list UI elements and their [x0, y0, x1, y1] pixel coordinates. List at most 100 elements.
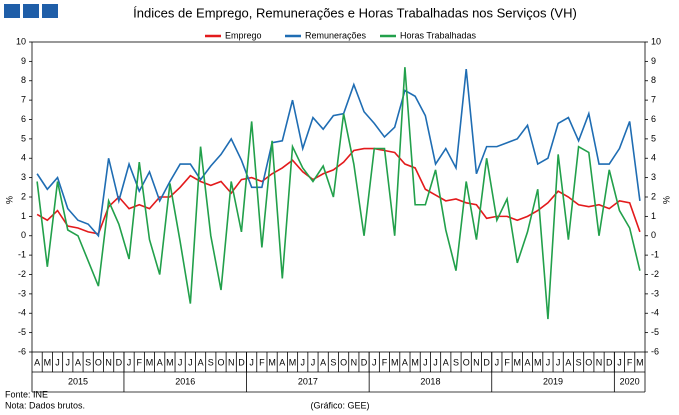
- y-tick-label: 7: [21, 95, 26, 105]
- x-tick-label: J: [127, 357, 132, 367]
- x-tick-label: A: [443, 357, 449, 367]
- x-tick-label: M: [391, 357, 399, 367]
- y-tick-label: -3: [18, 288, 26, 298]
- x-tick-label: M: [411, 357, 419, 367]
- x-tick-label: M: [514, 357, 522, 367]
- x-tick-label: J: [178, 357, 183, 367]
- x-tick-label: D: [483, 357, 490, 367]
- y-tick-label: -6: [18, 346, 26, 356]
- y2-tick-label: -3: [651, 288, 659, 298]
- y2-tick-label: 3: [651, 172, 656, 182]
- y-tick-label: -4: [18, 308, 26, 318]
- note: Fonte: INE: [5, 389, 48, 399]
- x-tick-label: A: [279, 357, 285, 367]
- x-tick-label: J: [300, 357, 305, 367]
- y2-tick-label: 0: [651, 230, 656, 240]
- x-tick-label: S: [576, 357, 582, 367]
- x-tick-label: J: [249, 357, 254, 367]
- x-tick-label: S: [330, 357, 336, 367]
- x-tick-label: J: [495, 357, 500, 367]
- x-tick-label: N: [596, 357, 603, 367]
- legend-label: Horas Trabalhadas: [400, 30, 477, 40]
- x-tick-label: J: [556, 357, 561, 367]
- legend-label: Emprego: [225, 30, 262, 40]
- x-tick-label: F: [382, 357, 388, 367]
- y-tick-label: 4: [21, 153, 26, 163]
- x-tick-label: D: [606, 357, 613, 367]
- year-label: 2018: [420, 376, 440, 386]
- y-tick-label: -2: [18, 269, 26, 279]
- x-tick-label: A: [525, 357, 531, 367]
- y-label: %: [4, 196, 14, 204]
- x-tick-label: M: [146, 357, 154, 367]
- x-tick-label: A: [402, 357, 408, 367]
- x-tick-label: S: [85, 357, 91, 367]
- x-tick-label: A: [565, 357, 571, 367]
- y2-tick-label: -6: [651, 346, 659, 356]
- y2-tick-label: 1: [651, 211, 656, 221]
- x-tick-label: J: [546, 357, 551, 367]
- x-tick-label: A: [157, 357, 163, 367]
- x-tick-label: A: [34, 357, 40, 367]
- x-tick-label: O: [585, 357, 592, 367]
- y-tick-label: 5: [21, 133, 26, 143]
- y2-tick-label: -2: [651, 269, 659, 279]
- y-tick-label: 8: [21, 75, 26, 85]
- y2-tick-label: -1: [651, 250, 659, 260]
- x-tick-label: J: [55, 357, 60, 367]
- y2-tick-label: 2: [651, 191, 656, 201]
- x-tick-label: J: [311, 357, 316, 367]
- year-label: 2015: [68, 376, 88, 386]
- x-tick-label: J: [433, 357, 438, 367]
- x-tick-label: O: [95, 357, 102, 367]
- logo: [42, 4, 58, 18]
- year-label: 2016: [175, 376, 195, 386]
- series-line: [36, 67, 641, 320]
- x-tick-label: M: [268, 357, 276, 367]
- y2-tick-label: 7: [651, 95, 656, 105]
- y2-tick-label: -4: [651, 308, 659, 318]
- chart-title: Índices de Emprego, Remunerações e Horas…: [133, 5, 577, 20]
- y2-tick-label: 10: [651, 36, 661, 46]
- y-tick-label: 9: [21, 56, 26, 66]
- x-tick-label: O: [463, 357, 470, 367]
- legend-label: Remunerações: [305, 30, 367, 40]
- x-tick-label: A: [198, 357, 204, 367]
- y2-tick-label: 4: [651, 153, 656, 163]
- y-tick-label: 10: [16, 36, 26, 46]
- x-tick-label: M: [534, 357, 542, 367]
- y-tick-label: 2: [21, 191, 26, 201]
- x-tick-label: M: [289, 357, 297, 367]
- y2-tick-label: 5: [651, 133, 656, 143]
- x-tick-label: M: [44, 357, 52, 367]
- x-tick-label: J: [423, 357, 428, 367]
- x-tick-label: A: [320, 357, 326, 367]
- x-tick-label: S: [208, 357, 214, 367]
- x-tick-label: S: [453, 357, 459, 367]
- x-tick-label: F: [259, 357, 265, 367]
- series-line: [36, 69, 641, 238]
- x-tick-label: F: [504, 357, 510, 367]
- credit: (Gráfico: GEE): [310, 400, 369, 410]
- y2-tick-label: 8: [651, 75, 656, 85]
- x-tick-label: N: [105, 357, 112, 367]
- y2-tick-label: 9: [651, 56, 656, 66]
- logo: [4, 4, 20, 18]
- logo: [23, 4, 39, 18]
- x-tick-label: J: [66, 357, 71, 367]
- x-tick-label: J: [617, 357, 622, 367]
- x-tick-label: M: [636, 357, 644, 367]
- y2-label: %: [661, 196, 671, 204]
- x-tick-label: N: [473, 357, 480, 367]
- x-tick-label: F: [137, 357, 143, 367]
- year-label: 2019: [543, 376, 563, 386]
- x-tick-label: N: [351, 357, 358, 367]
- y2-tick-label: 6: [651, 114, 656, 124]
- x-tick-label: D: [116, 357, 123, 367]
- note: Nota: Dados brutos.: [5, 400, 85, 410]
- x-tick-label: N: [228, 357, 235, 367]
- y-tick-label: -1: [18, 250, 26, 260]
- y-tick-label: -5: [18, 327, 26, 337]
- y-tick-label: 6: [21, 114, 26, 124]
- year-label: 2020: [620, 376, 640, 386]
